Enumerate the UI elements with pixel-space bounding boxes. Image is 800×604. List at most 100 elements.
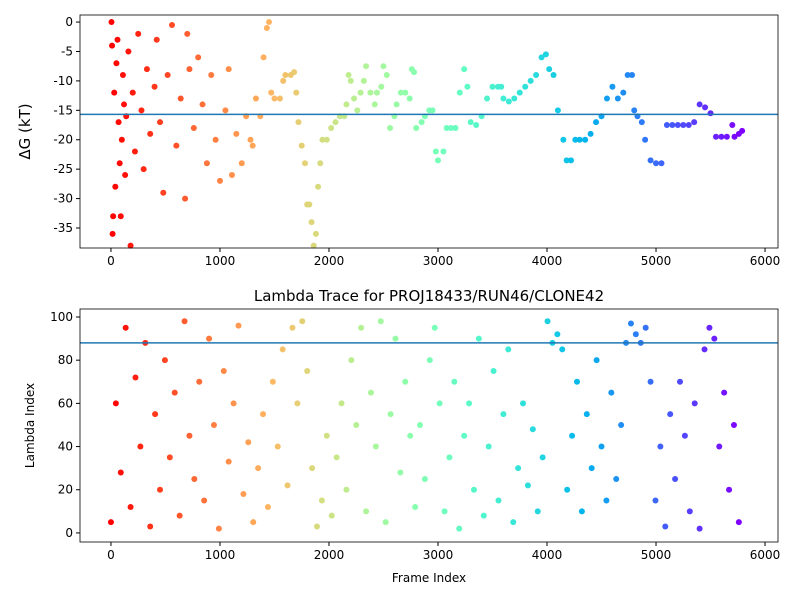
- point: [343, 101, 350, 108]
- chart-title: Lambda Trace for PROJ18433/RUN46/CLONE42: [254, 287, 604, 305]
- point: [533, 72, 540, 79]
- point: [260, 54, 267, 61]
- point: [686, 508, 693, 515]
- point: [413, 124, 420, 131]
- point: [240, 491, 247, 498]
- point: [593, 357, 600, 364]
- x-tick-label: 4000: [532, 254, 563, 268]
- point: [363, 508, 370, 515]
- point: [298, 142, 305, 149]
- y-tick-label: -10: [53, 74, 73, 88]
- point: [542, 51, 549, 58]
- point: [578, 508, 585, 515]
- x-tick-label: 3000: [423, 254, 454, 268]
- point: [691, 119, 698, 126]
- point: [109, 230, 116, 237]
- point: [245, 439, 252, 446]
- point: [642, 136, 649, 143]
- x-tick-label: 4000: [532, 548, 563, 562]
- point: [613, 475, 620, 482]
- point: [417, 421, 424, 428]
- point: [160, 189, 167, 196]
- point: [143, 66, 150, 73]
- point: [378, 83, 385, 90]
- point: [190, 124, 197, 131]
- point: [247, 136, 254, 143]
- point: [117, 469, 124, 476]
- point: [119, 72, 126, 79]
- point: [177, 95, 184, 102]
- point: [707, 110, 714, 117]
- y-tick-label: -35: [53, 221, 73, 235]
- point: [524, 482, 531, 489]
- point: [573, 378, 580, 385]
- point: [383, 72, 390, 79]
- point: [464, 83, 471, 90]
- point: [166, 454, 173, 461]
- y-tick-label: 0: [65, 526, 73, 540]
- point: [121, 101, 128, 108]
- point: [301, 160, 308, 167]
- point: [315, 183, 322, 190]
- point: [582, 136, 589, 143]
- point: [718, 133, 725, 140]
- point: [731, 133, 738, 140]
- point: [392, 335, 399, 342]
- point: [711, 335, 718, 342]
- point: [230, 400, 237, 407]
- point: [554, 107, 561, 114]
- point: [216, 177, 223, 184]
- point: [196, 378, 203, 385]
- point: [546, 66, 553, 73]
- point: [201, 497, 208, 504]
- point: [107, 519, 114, 526]
- point: [473, 122, 480, 129]
- y-tick-label: 80: [58, 353, 73, 367]
- point: [490, 367, 497, 374]
- point: [588, 465, 595, 472]
- point: [345, 72, 352, 79]
- point: [647, 157, 654, 164]
- point: [367, 89, 374, 96]
- point: [681, 432, 688, 439]
- point: [161, 357, 168, 364]
- point: [276, 95, 283, 102]
- point: [318, 497, 325, 504]
- y-tick-label: -15: [53, 103, 73, 117]
- y-tick-label: 40: [58, 440, 73, 454]
- point: [498, 83, 505, 90]
- point: [559, 346, 566, 353]
- point: [112, 183, 119, 190]
- point: [323, 136, 330, 143]
- point: [538, 54, 545, 61]
- point: [411, 69, 418, 76]
- point: [113, 60, 120, 67]
- point: [225, 458, 232, 465]
- point: [114, 36, 121, 43]
- axes-frame: [79, 308, 779, 543]
- point: [138, 107, 145, 114]
- point: [338, 400, 345, 407]
- point: [233, 130, 240, 137]
- point: [434, 157, 441, 164]
- point: [191, 475, 198, 482]
- point: [280, 77, 287, 84]
- point: [171, 389, 178, 396]
- point: [111, 89, 118, 96]
- y-tick-label: -25: [53, 162, 73, 176]
- point: [505, 346, 512, 353]
- point: [222, 107, 229, 114]
- y-tick-label: 0: [65, 15, 73, 29]
- point: [269, 378, 276, 385]
- point: [289, 324, 296, 331]
- point: [215, 525, 222, 532]
- point: [593, 119, 600, 126]
- axes-frame: [79, 14, 779, 249]
- point: [657, 443, 664, 450]
- point: [712, 133, 719, 140]
- point: [266, 19, 273, 26]
- point: [118, 136, 125, 143]
- y-tick-label: -30: [53, 192, 73, 206]
- y-tick-label: -20: [53, 133, 73, 147]
- point: [271, 95, 278, 102]
